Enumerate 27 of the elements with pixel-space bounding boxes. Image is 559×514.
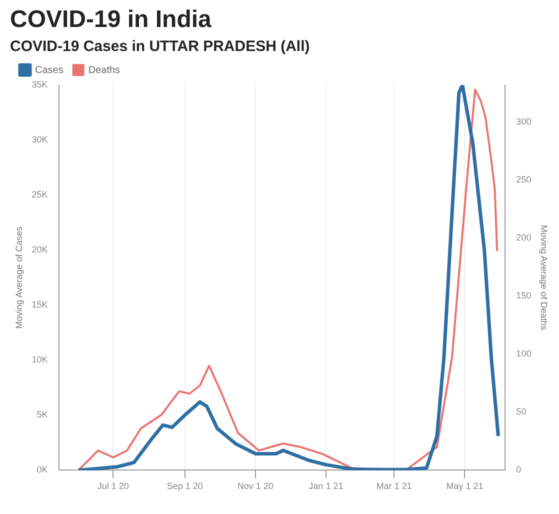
y2-tick-label: 100 bbox=[516, 348, 532, 359]
x-tick-label: May 1 21 bbox=[446, 481, 484, 492]
y-tick-label: 30K bbox=[32, 134, 48, 145]
x-tick-label: Jan 1 21 bbox=[308, 481, 344, 492]
legend-label: Deaths bbox=[88, 64, 120, 76]
y-axis-title: Moving Average of Cases bbox=[14, 226, 24, 329]
chart-subtitle: COVID-19 Cases in UTTAR PRADESH (All) bbox=[10, 38, 311, 55]
y-tick-label: 10K bbox=[32, 354, 48, 365]
y-tick-label: 20K bbox=[32, 244, 48, 255]
y2-tick-label: 300 bbox=[516, 116, 532, 127]
y2-tick-label: 50 bbox=[516, 406, 526, 417]
y2-tick-label: 150 bbox=[516, 290, 532, 301]
y-tick-label: 25K bbox=[32, 190, 48, 200]
y2-axis-title: Moving Average of Deaths bbox=[539, 224, 550, 331]
legend-label: Cases bbox=[35, 64, 64, 76]
y-tick-label: 0K bbox=[36, 464, 48, 475]
y2-tick-label: 200 bbox=[516, 232, 532, 243]
y-tick-label: 5K bbox=[36, 410, 48, 420]
x-tick-label: Nov 1 20 bbox=[237, 481, 274, 492]
chart-title: COVID-19 in India bbox=[10, 6, 212, 34]
x-tick-label: Sep 1 20 bbox=[166, 481, 203, 492]
y2-tick-label: 0 bbox=[516, 464, 522, 475]
y2-tick-label: 250 bbox=[516, 174, 532, 185]
y-tick-label: 35K bbox=[32, 79, 48, 90]
y-tick-label: 15K bbox=[32, 300, 48, 310]
x-tick-label: Mar 1 21 bbox=[376, 481, 412, 492]
x-tick-label: Jul 1 20 bbox=[97, 481, 129, 492]
